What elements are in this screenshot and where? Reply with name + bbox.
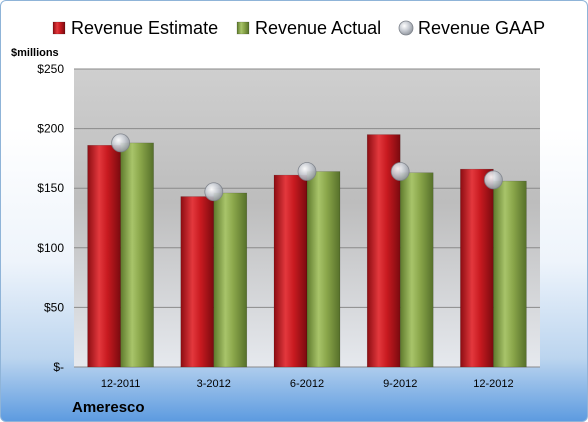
legend-swatch	[398, 20, 414, 36]
x-tick-label: 9-2012	[383, 378, 417, 390]
y-tick-label: $100	[37, 241, 64, 255]
bars	[87, 134, 527, 368]
y-axis-ticks: $- $50 $100 $150 $200 $250	[37, 62, 64, 374]
company-name: Ameresco	[72, 399, 145, 416]
x-tick-label: 3-2012	[197, 378, 231, 390]
x-tick-label: 6-2012	[290, 378, 324, 390]
y-tick-label: $150	[37, 181, 64, 195]
gaap-markers	[111, 133, 503, 202]
bar-revenue-actual	[213, 192, 248, 368]
legend-label: Revenue Estimate	[71, 18, 218, 38]
legend: Revenue Estimate Revenue Actual Revenue GA…	[52, 18, 545, 38]
marker-revenue-gaap	[297, 162, 317, 181]
marker-revenue-gaap	[204, 182, 224, 202]
marker-revenue-gaap	[111, 133, 130, 153]
y-tick-label: $-	[53, 360, 64, 374]
y-tick-label: $250	[37, 62, 64, 76]
bar-revenue-actual	[493, 180, 527, 368]
legend-label: Revenue GAAP	[418, 18, 545, 38]
bar-revenue-estimate	[87, 145, 121, 368]
bar-revenue-estimate	[460, 168, 494, 368]
legend-label: Revenue Actual	[255, 18, 381, 38]
y-tick-label: $50	[44, 300, 64, 314]
y-tick-label: $200	[37, 122, 64, 136]
bar-revenue-estimate	[180, 196, 215, 368]
legend-swatch	[52, 21, 66, 35]
legend-swatch	[236, 21, 250, 35]
marker-revenue-gaap	[483, 170, 503, 190]
bar-revenue-actual	[306, 171, 341, 368]
bar-revenue-estimate	[273, 174, 308, 368]
bar-revenue-actual	[399, 172, 434, 368]
marker-revenue-gaap	[390, 162, 410, 181]
x-tick-label: 12-2011	[101, 378, 141, 390]
y-axis-label: $millions	[11, 47, 59, 59]
x-axis-ticks: 12-2011 3-2012 6-2012 9-2012 12-2012	[101, 378, 514, 390]
bar-revenue-actual	[120, 142, 154, 368]
x-tick-label: 12-2012	[473, 378, 513, 390]
